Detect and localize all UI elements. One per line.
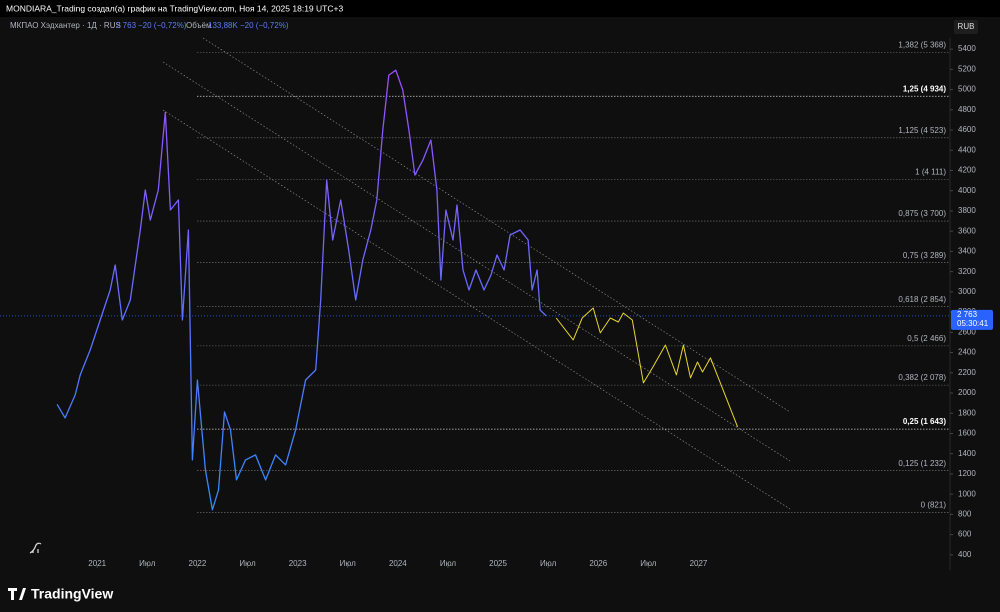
- fib-label: 0,382 (2 078): [898, 373, 946, 382]
- y-tick-label: 2200: [958, 368, 976, 377]
- fib-label: 0,75 (3 289): [903, 251, 946, 260]
- fib-label: 0,875 (3 700): [898, 209, 946, 218]
- x-tick-label: 2027: [690, 559, 708, 568]
- x-tick-label: 2022: [189, 559, 207, 568]
- channel-line: [202, 37, 791, 413]
- trend-channel: [162, 37, 791, 510]
- y-tick-label: 3600: [958, 226, 976, 235]
- x-tick-label: Июл: [340, 559, 357, 568]
- y-tick-label: 1200: [958, 469, 976, 478]
- y-tick-label: 3400: [958, 247, 976, 256]
- fib-label: 1 (4 111): [915, 168, 946, 177]
- fib-label: 0 (821): [921, 500, 947, 509]
- price-line: [56, 69, 547, 511]
- y-tick-label: 2000: [958, 388, 976, 397]
- fib-label: 0,25 (1 643): [903, 417, 946, 426]
- y-tick-label: 5000: [958, 85, 976, 94]
- legend-change: −20 (−0,72%): [138, 21, 187, 30]
- channel-line: [162, 61, 791, 462]
- y-tick-label: 600: [958, 530, 972, 539]
- top-bar: [0, 0, 1000, 17]
- legend-price: 2 763: [116, 21, 137, 30]
- fib-label: 0,618 (2 854): [898, 295, 946, 304]
- y-tick-label: 4600: [958, 125, 976, 134]
- y-tick-label: 1600: [958, 429, 976, 438]
- fib-label: 1,25 (4 934): [903, 84, 946, 93]
- fib-label: 0,5 (2 466): [907, 334, 946, 343]
- x-tick-label: Июл: [440, 559, 457, 568]
- channel-line: [162, 109, 791, 510]
- y-tick-label: 3800: [958, 206, 976, 215]
- currency-box: [954, 20, 978, 34]
- y-tick-label: 4200: [958, 166, 976, 175]
- currency: RUB: [958, 22, 975, 31]
- footer: [0, 580, 1000, 612]
- y-tick-label: 5400: [958, 44, 976, 53]
- y-tick-label: 3200: [958, 267, 976, 276]
- y-tick-label: 4000: [958, 186, 976, 195]
- y-tick-label: 2400: [958, 348, 976, 357]
- x-tick-label: 2021: [88, 559, 106, 568]
- dino-icon: [29, 542, 42, 554]
- y-tick-label: 800: [958, 510, 972, 519]
- x-tick-label: 2026: [589, 559, 607, 568]
- y-tick-label: 2600: [958, 327, 976, 336]
- y-tick-label: 4800: [958, 105, 976, 114]
- y-tick-label: 3000: [958, 287, 976, 296]
- y-tick-label: 1400: [958, 449, 976, 458]
- x-tick-label: 2023: [289, 559, 307, 568]
- footer-brand: TradingView: [31, 586, 113, 602]
- x-tick-label: 2024: [389, 559, 407, 568]
- legend: МКПАО Хэдхантер · 1Д · RUS 2 763 −20 (−0…: [10, 21, 289, 30]
- y-tick-label: 5200: [958, 64, 976, 73]
- legend-volume-change: −20 (−0,72%): [240, 21, 289, 30]
- last-price-box: [951, 309, 993, 330]
- countdown: 05:30:41: [957, 319, 989, 328]
- last-price-label: 2 763: [957, 310, 978, 319]
- logo-mark: [29, 542, 42, 554]
- fib-label: 1,382 (5 368): [898, 40, 946, 49]
- x-tick-label: Июл: [640, 559, 657, 568]
- y-tick-label: 1000: [958, 489, 976, 498]
- legend-volume: 133,88K: [208, 21, 238, 30]
- header-text: MONDIARA_Trading создал(а) график на Tra…: [6, 3, 343, 13]
- x-tick-label: Июл: [139, 559, 156, 568]
- fib-label: 1,125 (4 523): [898, 126, 946, 135]
- forecast-line: [555, 307, 739, 428]
- fib-label: 0,125 (1 232): [898, 459, 946, 468]
- legend-volume-label: Объём: [186, 21, 212, 30]
- y-tick-label: 1800: [958, 408, 976, 417]
- legend-symbol: МКПАО Хэдхантер · 1Д · RUS: [10, 21, 121, 30]
- x-tick-label: 2025: [489, 559, 507, 568]
- y-tick-label: 4400: [958, 145, 976, 154]
- x-tick-label: Июл: [540, 559, 557, 568]
- footer-logo: [8, 588, 26, 600]
- x-tick-label: Июл: [239, 559, 256, 568]
- y-tick-label: 400: [958, 550, 972, 559]
